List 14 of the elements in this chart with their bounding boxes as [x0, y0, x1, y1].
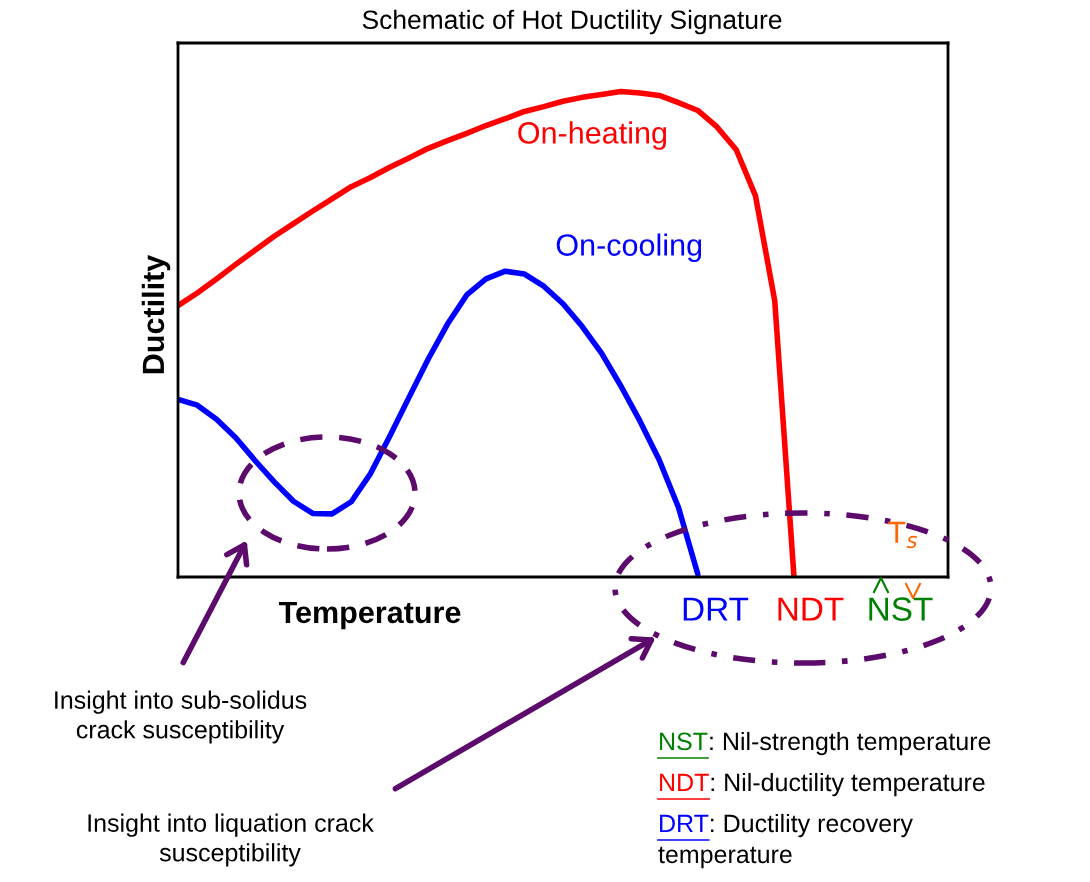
series-label: On-cooling	[556, 233, 702, 262]
text: Insight into liquation crack susceptibility	[88, 813, 374, 867]
text: T$_{s}$	[888, 521, 918, 549]
text: Insight into sub-solidus crack susceptibility	[55, 690, 307, 744]
y-axis-title: Ductility	[141, 254, 171, 374]
text: NDT: Nil-ductility temperature	[660, 772, 985, 797]
x-axis-title: Temperature	[278, 601, 461, 630]
text: NST	[869, 597, 933, 621]
series-label: On-heating	[518, 121, 667, 150]
text: NST: Nil-strength temperature	[660, 731, 991, 756]
text: NDT	[778, 597, 844, 621]
chart-title: Schematic of Hot Ductility Signature	[362, 9, 782, 35]
text: DRT	[683, 597, 749, 621]
text: DRT: Ductility recovery temperature	[658, 813, 913, 869]
